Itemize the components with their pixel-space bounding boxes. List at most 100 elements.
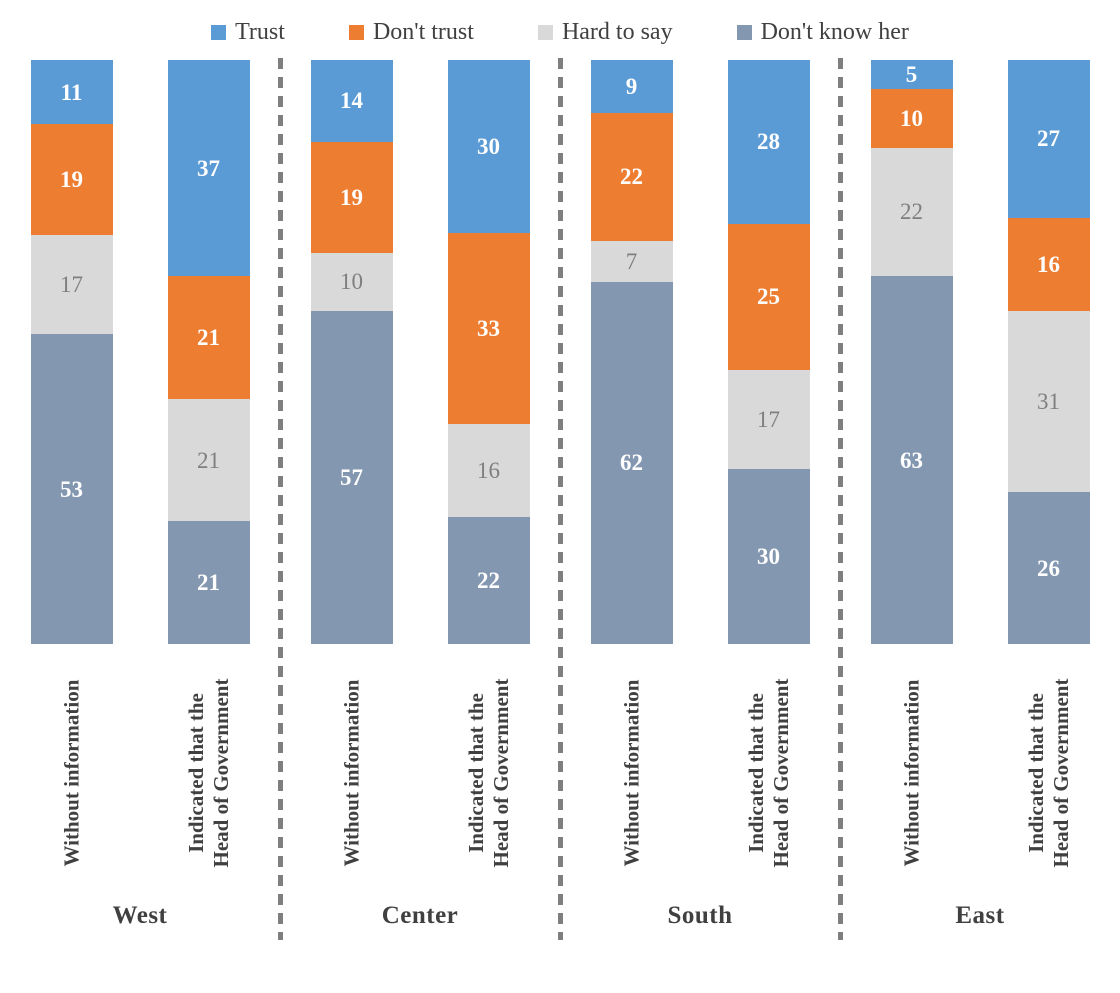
segment-value-label: 30 bbox=[477, 134, 500, 160]
legend-label: Don't trust bbox=[372, 18, 474, 45]
segment-value-label: 10 bbox=[340, 269, 363, 295]
bar-segment-hard-to-say: 17 bbox=[727, 369, 810, 469]
bar-column: 27 16 31 26 Indicated that the Head of Gover… bbox=[1007, 60, 1090, 902]
bar-axis-label-area: Without information bbox=[871, 644, 953, 902]
legend-item-hard-to-say: Hard to say bbox=[537, 19, 673, 46]
segment-value-label: 21 bbox=[197, 447, 220, 473]
segment-value-label: 28 bbox=[757, 129, 780, 155]
bar-segment-trust: 11 bbox=[30, 60, 113, 125]
bars-row: 9 22 7 62 Without information 28 25 17 30 Indicat… bbox=[560, 60, 840, 902]
chart-legend: Trust Don't trust Hard to say Don't know he… bbox=[0, 0, 1120, 48]
stacked-bar: 28 25 17 30 bbox=[727, 60, 810, 644]
segment-value-label: 21 bbox=[197, 570, 220, 596]
legend-label: Trust bbox=[235, 18, 285, 45]
bar-axis-label: Without information bbox=[618, 679, 643, 867]
bar-segment-hard-to-say: 17 bbox=[30, 235, 113, 335]
segment-value-label: 21 bbox=[197, 324, 220, 350]
bar-segment-don-t-trust: 10 bbox=[870, 89, 953, 148]
bar-segment-don-t-trust: 16 bbox=[1007, 217, 1090, 312]
bars-row: 5 10 22 63 Without information 27 16 31 26 Indica… bbox=[840, 60, 1120, 902]
segment-value-label: 9 bbox=[625, 73, 638, 99]
legend-swatch-icon bbox=[537, 24, 553, 40]
bar-axis-label: Without information bbox=[58, 679, 83, 867]
bar-segment-don-t-know-her: 53 bbox=[30, 334, 113, 644]
bar-segment-trust: 27 bbox=[1007, 60, 1090, 218]
bar-segment-don-t-know-her: 22 bbox=[447, 516, 530, 644]
bar-axis-label-area: Indicated that the Head of Government bbox=[728, 644, 810, 902]
bar-axis-label-area: Without information bbox=[311, 644, 393, 902]
bar-segment-don-t-know-her: 63 bbox=[870, 276, 953, 644]
bars-row: 14 19 10 57 Without information 30 33 16 22 Indic… bbox=[280, 60, 560, 902]
segment-value-label: 11 bbox=[60, 79, 83, 105]
segment-value-label: 10 bbox=[900, 105, 923, 131]
segment-value-label: 37 bbox=[197, 155, 220, 181]
bar-segment-don-t-know-her: 57 bbox=[310, 311, 393, 644]
bar-axis-label-area: Indicated that the Head of Government bbox=[1008, 644, 1090, 902]
segment-value-label: 22 bbox=[477, 567, 500, 593]
segment-value-label: 7 bbox=[625, 248, 638, 274]
stacked-bar: 9 22 7 62 bbox=[590, 60, 673, 644]
bar-segment-don-t-trust: 21 bbox=[167, 276, 250, 399]
stacked-bar: 14 19 10 57 bbox=[310, 60, 393, 644]
stacked-bar: 11 19 17 53 bbox=[30, 60, 113, 644]
segment-value-label: 30 bbox=[757, 543, 780, 569]
bar-segment-trust: 14 bbox=[310, 60, 393, 142]
group-separator bbox=[558, 58, 563, 940]
bar-segment-trust: 37 bbox=[167, 60, 250, 277]
bar-segment-hard-to-say: 22 bbox=[870, 147, 953, 277]
segment-value-label: 19 bbox=[340, 184, 363, 210]
segment-value-label: 27 bbox=[1037, 126, 1060, 152]
segment-value-label: 5 bbox=[905, 62, 918, 88]
bar-segment-don-t-know-her: 30 bbox=[727, 468, 810, 644]
segment-value-label: 57 bbox=[340, 465, 363, 491]
bar-axis-label: Indicated that the Head of Government bbox=[463, 678, 513, 868]
segment-value-label: 17 bbox=[757, 406, 780, 432]
bar-axis-label: Indicated that the Head of Government bbox=[743, 678, 793, 868]
segment-value-label: 33 bbox=[477, 316, 500, 342]
segment-value-label: 26 bbox=[1037, 555, 1060, 581]
bar-segment-hard-to-say: 10 bbox=[310, 252, 393, 312]
group-separator bbox=[838, 58, 843, 940]
bar-column: 11 19 17 53 Without information bbox=[30, 60, 113, 902]
segment-value-label: 25 bbox=[757, 284, 780, 310]
region-label-west: West bbox=[112, 902, 168, 929]
legend-swatch-icon bbox=[736, 24, 752, 40]
region-label-east: East bbox=[955, 902, 1005, 929]
group-separator bbox=[278, 58, 283, 940]
bar-segment-hard-to-say: 7 bbox=[590, 241, 673, 282]
bar-axis-label: Indicated that the Head of Government bbox=[183, 678, 233, 868]
bar-segment-don-t-know-her: 62 bbox=[590, 281, 673, 644]
stacked-bar: 37 21 21 21 bbox=[167, 60, 250, 644]
legend-swatch-icon bbox=[348, 24, 364, 40]
legend-item-don-t-trust: Don't trust bbox=[348, 18, 474, 46]
bar-axis-label: Indicated that the Head of Government bbox=[1023, 678, 1073, 868]
segment-value-label: 22 bbox=[900, 199, 923, 225]
segment-value-label: 63 bbox=[900, 447, 923, 473]
bar-column: 37 21 21 21 Indicated that the Head of Gover… bbox=[167, 60, 250, 902]
bar-column: 30 33 16 22 Indicated that the Head of Gover… bbox=[447, 60, 530, 902]
bar-segment-hard-to-say: 31 bbox=[1007, 311, 1090, 493]
legend-item-don-t-know-her: Don't know her bbox=[736, 18, 909, 46]
segment-value-label: 19 bbox=[60, 167, 83, 193]
bar-group-east: 5 10 22 63 Without information 27 16 31 26 Indica… bbox=[840, 60, 1120, 944]
stacked-bar: 5 10 22 63 bbox=[870, 60, 953, 644]
region-label-south: South bbox=[667, 902, 733, 929]
bar-segment-trust: 9 bbox=[590, 60, 673, 113]
legend-swatch-icon bbox=[211, 24, 227, 40]
legend-label: Don't know her bbox=[760, 18, 909, 45]
bar-group-center: 14 19 10 57 Without information 30 33 16 22 Indic… bbox=[280, 60, 560, 944]
bar-segment-hard-to-say: 21 bbox=[167, 398, 250, 522]
bar-segment-trust: 28 bbox=[727, 60, 810, 224]
bar-axis-label: Without information bbox=[898, 679, 923, 867]
stacked-bar: 27 16 31 26 bbox=[1007, 60, 1090, 644]
bar-axis-label-area: Without information bbox=[591, 644, 673, 902]
bar-column: 14 19 10 57 Without information bbox=[310, 60, 393, 902]
stacked-bar: 30 33 16 22 bbox=[447, 60, 530, 644]
bar-segment-don-t-trust: 19 bbox=[30, 124, 113, 236]
bar-group-south: 9 22 7 62 Without information 28 25 17 30 Indicat… bbox=[560, 60, 840, 944]
legend-item-trust: Trust bbox=[211, 19, 285, 46]
bar-segment-don-t-trust: 22 bbox=[590, 112, 673, 242]
bar-column: 9 22 7 62 Without information bbox=[590, 60, 673, 902]
bar-segment-don-t-trust: 25 bbox=[727, 223, 810, 370]
